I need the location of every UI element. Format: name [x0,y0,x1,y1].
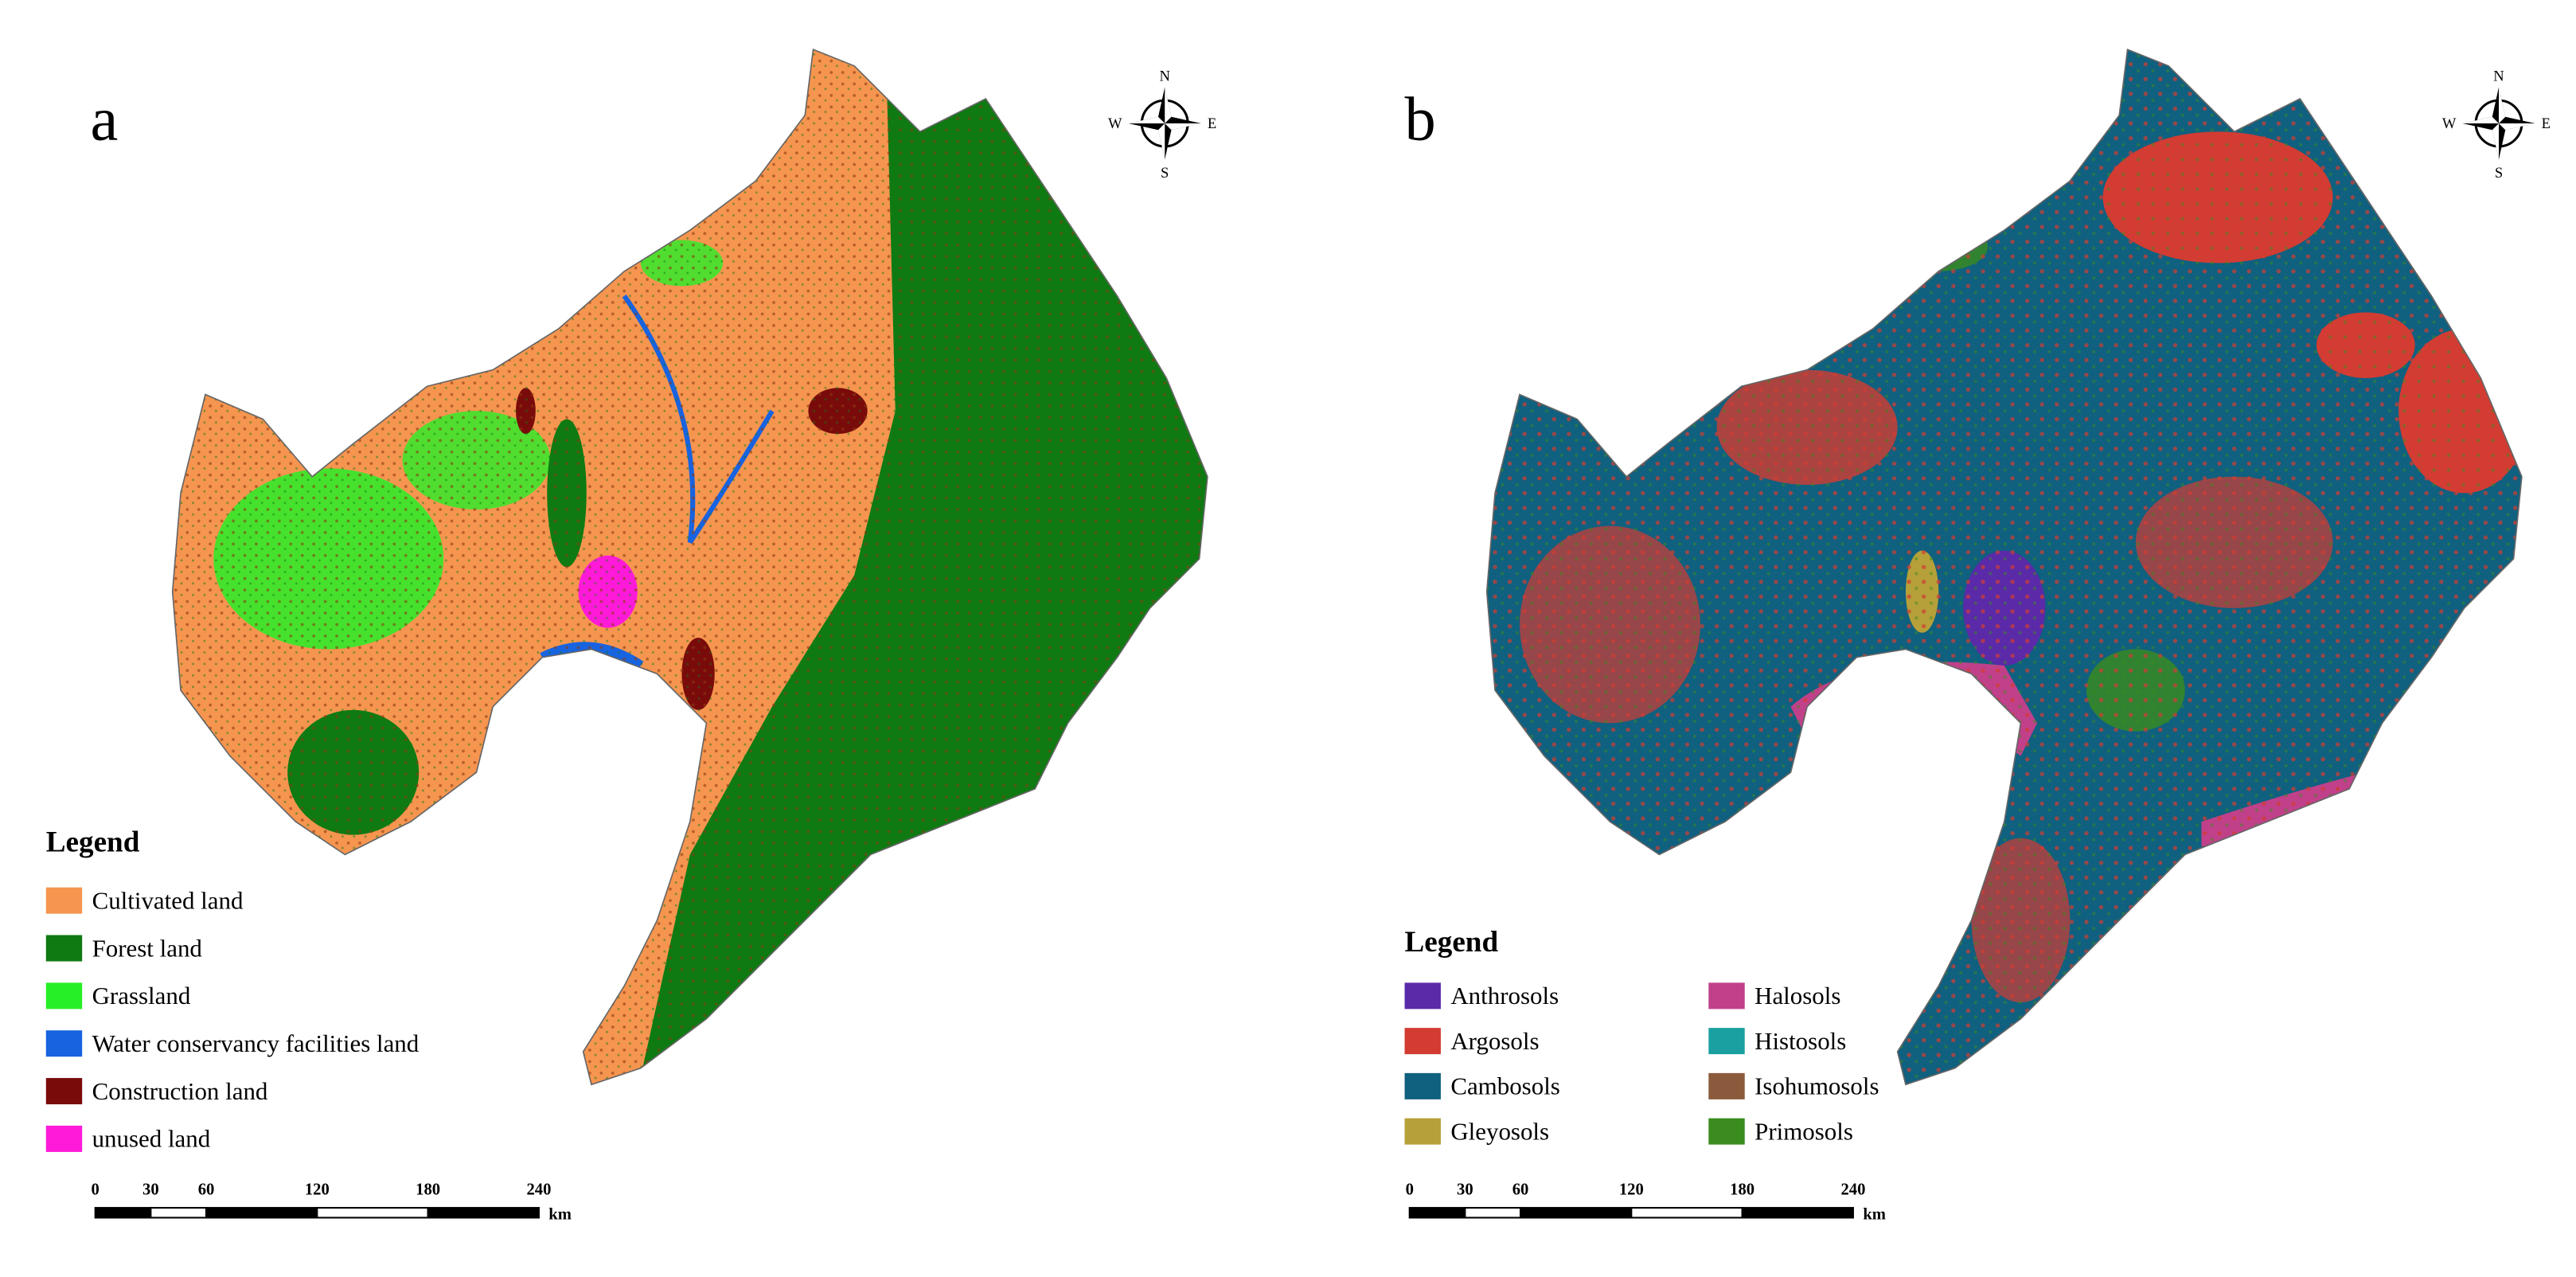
legend-swatch [1708,982,1745,1009]
legend-title: Legend [1405,926,1499,959]
legend-label: Cambosols [1450,1072,1560,1100]
scale-segment [1630,1207,1743,1219]
compass-star-inner [1128,87,1201,160]
scale-label: 60 [1512,1181,1529,1199]
legend-swatch [45,1078,83,1105]
panel-label: a [91,84,119,154]
compass-star-inner [2462,87,2535,160]
scale-label: 240 [1840,1181,1865,1199]
legend-swatch [1404,1118,1441,1145]
legend-swatch [1708,1028,1745,1055]
scale-label: 0 [92,1181,100,1199]
scale-unit: km [548,1206,572,1224]
legend-title: Legend [46,826,140,858]
map-a [171,49,1208,1086]
scale-label: 30 [1457,1181,1473,1199]
legend-label: Primosols [1754,1117,1853,1145]
compass-star [1128,87,1201,160]
legend-label: Cultivated land [92,886,244,914]
legend-swatch [1404,1028,1441,1055]
scale-label: 0 [1406,1181,1414,1199]
compass-s: S [1161,165,1169,182]
compass-n: N [2493,68,2504,84]
legend-swatch [45,1125,83,1152]
scale-segment [427,1207,540,1219]
legend-swatch [1404,982,1441,1009]
scale-label: 120 [305,1181,330,1199]
legend-swatch [45,887,83,914]
compass-w: W [1108,115,1122,132]
scale-label: 60 [198,1181,215,1199]
scale-label: 180 [1730,1181,1754,1199]
legend-label: Histosols [1754,1027,1846,1055]
legend-swatch [45,935,83,962]
compass-e: E [1208,115,1216,132]
map-b [1485,49,2523,1086]
legend-label: Gleyosols [1450,1117,1549,1145]
legend-swatch [45,1030,83,1057]
scale-label: 30 [142,1181,159,1199]
annotations: a Legend Cultivated land Forest land Grassla… [46,68,2551,1223]
scale-segment [1519,1207,1633,1219]
legend-label: Argosols [1450,1027,1539,1055]
legend-label: Grassland [92,982,191,1009]
compass: N S W E [2442,68,2551,182]
scale-segment [1464,1207,1522,1219]
compass-e: E [2542,115,2551,132]
legend-label: Forest land [92,934,203,962]
scale-segment [94,1207,152,1219]
compass-n: N [1160,68,1170,84]
compass-s: S [2495,165,2503,182]
legend-label: unused land [92,1125,211,1153]
compass: N S W E [1108,68,1216,182]
compass-w: W [2442,115,2457,132]
legend-label: Isohumosols [1754,1072,1879,1100]
legend-swatch [1708,1118,1745,1145]
legend-label: Anthrosols [1450,982,1559,1009]
legend-label: Water conservancy facilities land [92,1029,420,1057]
legend-label: Halosols [1754,982,1840,1009]
legend-swatch [1404,1072,1441,1099]
legend-swatch [45,982,83,1009]
scale-segment [150,1207,208,1219]
scale-segment [205,1207,318,1219]
scale-unit: km [1863,1206,1886,1224]
scale-label: 240 [526,1181,551,1199]
compass-star [2462,87,2535,160]
scale-label: 180 [416,1181,440,1199]
scale-label: 120 [1619,1181,1644,1199]
scale-segment [316,1207,429,1219]
legend-swatch [1708,1072,1745,1099]
scale-segment [1408,1207,1466,1219]
panel-label: b [1405,84,1436,154]
scale-segment [1741,1207,1854,1219]
legend-label: Construction land [92,1077,268,1105]
